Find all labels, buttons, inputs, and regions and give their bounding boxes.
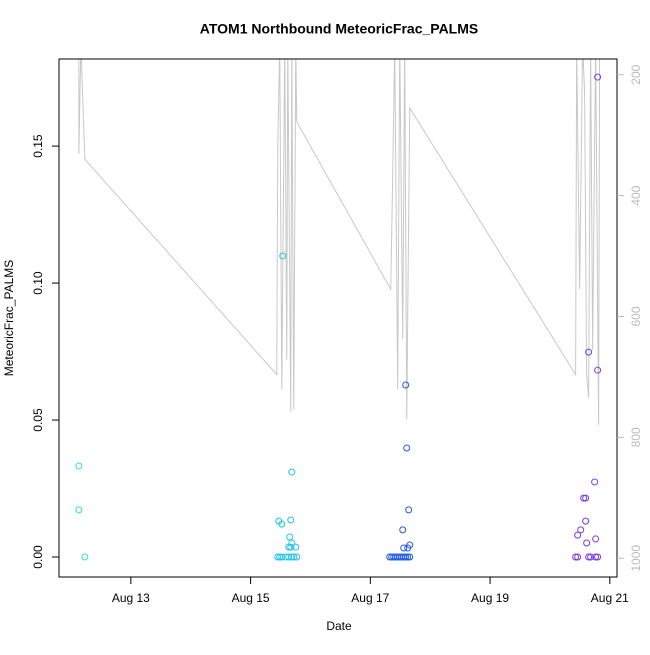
- point: [403, 444, 411, 452]
- y2-tick-label: 1000: [629, 545, 643, 572]
- point: [574, 531, 582, 539]
- plot-area: [75, 59, 602, 561]
- y-tick-label: 0.15: [31, 134, 45, 158]
- point: [278, 553, 286, 561]
- point: [279, 252, 287, 260]
- x-tick-label: Aug 17: [351, 591, 389, 605]
- y-tick-label: 0.00: [31, 545, 45, 569]
- point: [592, 535, 600, 543]
- y-tick-label: 0.10: [31, 271, 45, 295]
- y2-tick-label: 400: [629, 185, 643, 205]
- x-tick-label: Aug 13: [112, 591, 150, 605]
- point: [292, 543, 300, 551]
- point: [582, 494, 590, 502]
- point: [406, 553, 414, 561]
- x-tick-label: Aug 15: [232, 591, 270, 605]
- point: [594, 366, 602, 374]
- point: [580, 494, 588, 502]
- point: [594, 73, 602, 81]
- point: [290, 553, 298, 561]
- x-axis-title: Date: [326, 619, 352, 633]
- y-axis-title: MeteoricFrac_PALMS: [2, 260, 16, 376]
- chart-title: ATOM1 Northbound MeteoricFrac_PALMS: [200, 21, 478, 37]
- y2-tick-label: 200: [629, 64, 643, 84]
- point: [404, 553, 412, 561]
- point: [399, 526, 407, 534]
- point: [274, 553, 282, 561]
- point: [402, 381, 410, 389]
- altitude-line: [78, 59, 601, 426]
- x-tick-label: Aug 21: [591, 591, 629, 605]
- point: [293, 553, 301, 561]
- plot-frame: [58, 58, 618, 578]
- point: [587, 553, 595, 561]
- y2-tick-label: 600: [629, 306, 643, 326]
- point: [75, 462, 83, 470]
- point: [585, 553, 593, 561]
- point: [592, 553, 600, 561]
- point: [287, 543, 295, 551]
- point: [286, 533, 294, 541]
- point: [582, 517, 590, 525]
- point: [402, 553, 410, 561]
- x-tick-label: Aug 19: [471, 591, 509, 605]
- y2-tick-label: 800: [629, 427, 643, 447]
- point: [278, 520, 286, 528]
- point: [585, 348, 593, 356]
- point: [405, 506, 413, 514]
- point: [287, 516, 295, 524]
- point: [591, 478, 599, 486]
- y-tick-label: 0.05: [31, 408, 45, 432]
- point: [583, 539, 591, 547]
- point: [404, 544, 412, 552]
- point: [594, 553, 602, 561]
- point: [81, 553, 89, 561]
- point: [572, 553, 580, 561]
- point: [574, 553, 582, 561]
- point: [577, 526, 585, 534]
- point: [75, 506, 83, 514]
- point: [288, 468, 296, 476]
- point: [285, 543, 293, 551]
- point: [400, 544, 408, 552]
- point: [288, 553, 296, 561]
- point: [285, 553, 293, 561]
